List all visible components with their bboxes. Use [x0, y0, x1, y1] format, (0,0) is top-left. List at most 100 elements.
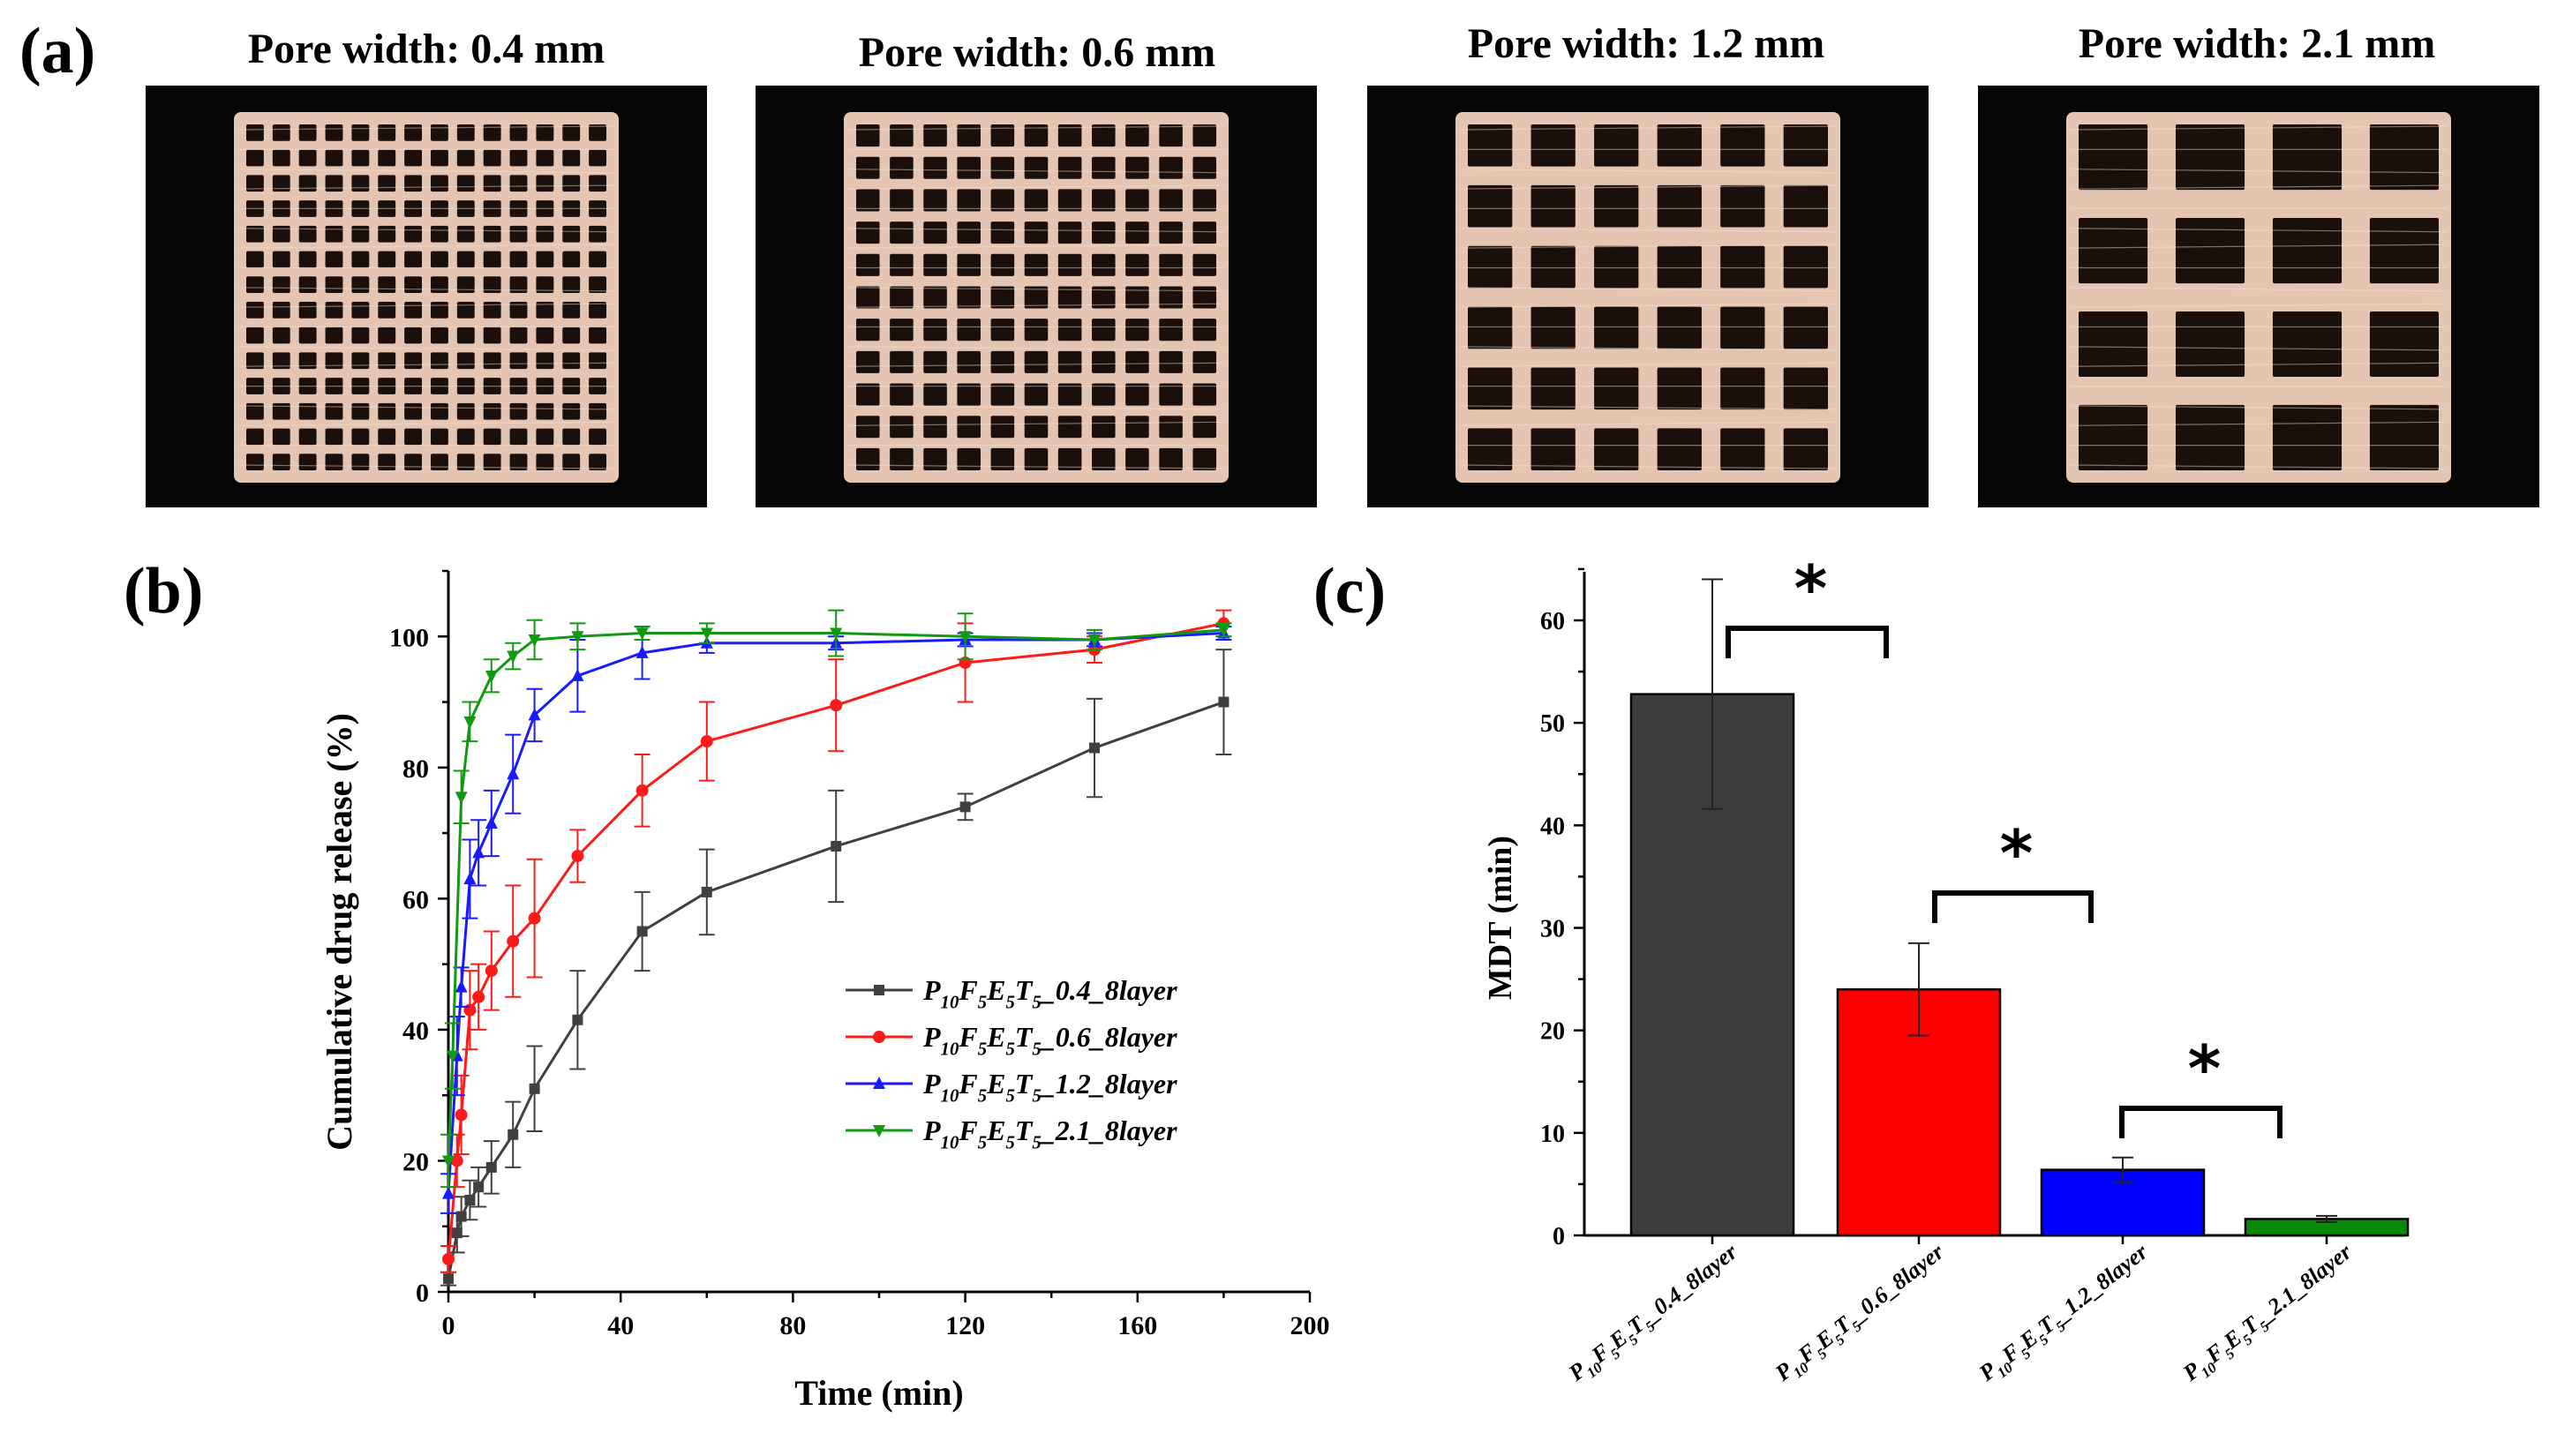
scaffold-pore: [923, 124, 947, 147]
scaffold-pore: [1192, 416, 1216, 439]
scaffold-pore: [456, 225, 475, 243]
legend: P10F5E5T5_0.4_8layer P10F5E5T5_0.6_8layer…: [846, 974, 1177, 1153]
scaffold-pore: [990, 253, 1015, 276]
scaffold-pore: [1057, 350, 1082, 373]
scaffold-pore: [1125, 447, 1149, 470]
category-label-1: P10F5E5T5_0.4_8layer: [1563, 1238, 1746, 1390]
scaffold-pore: [1192, 286, 1216, 309]
scaffold-pore: [589, 200, 606, 217]
scaffold-pore: [325, 352, 343, 370]
scaffold-pore: [404, 149, 422, 167]
scaffold-pore: [856, 124, 880, 147]
scaffold-pore: [483, 251, 501, 268]
scaffold-pore: [1057, 253, 1082, 276]
scaffold-pore: [272, 175, 290, 192]
scaffold-pore: [1024, 253, 1049, 276]
data-point: [635, 784, 649, 797]
series-2: [440, 609, 1232, 1273]
scaffold-pore: [2272, 404, 2343, 470]
scaffold-pore: [1092, 383, 1116, 406]
x-axis-label: Time (min): [794, 1373, 963, 1413]
scaffold-fibre: [237, 244, 615, 249]
scaffold-pore: [1530, 306, 1576, 349]
scaffold-photo-3: [1367, 86, 1929, 507]
data-point: [1088, 634, 1101, 647]
data-point: [1217, 617, 1230, 630]
scaffold-pore: [1159, 350, 1183, 373]
scaffold-photo-2: [756, 86, 1317, 507]
scaffold-pore: [483, 200, 501, 217]
scaffold-pore: [456, 124, 475, 141]
scaffold-pore: [509, 454, 528, 470]
scaffold-pore: [1159, 383, 1183, 406]
data-point: [635, 645, 649, 658]
scaffold-pore: [990, 221, 1015, 244]
scaffold-pore: [378, 326, 396, 344]
scaffold-pore: [246, 124, 264, 141]
scaffold-fibre: [847, 421, 1225, 426]
scaffold-fibre: [1459, 362, 1837, 367]
scaffold-pore: [456, 428, 475, 446]
scaffold-pore: [1125, 350, 1149, 373]
scaffold-pore: [562, 200, 581, 217]
data-point: [701, 886, 712, 897]
scaffold-pore: [404, 326, 422, 344]
scaffold-pore: [431, 276, 448, 293]
data-point: [959, 631, 972, 644]
scaffold-pore: [562, 302, 581, 319]
data-point: [1089, 742, 1100, 754]
scaffold-pore: [298, 428, 317, 446]
scaffold-pore: [1024, 221, 1049, 244]
data-point: [451, 1227, 463, 1239]
legend-marker: [873, 1077, 885, 1089]
scaffold-pore: [431, 302, 448, 319]
data-point: [463, 716, 477, 729]
scaffold-fibre: [237, 405, 615, 410]
scaffold-pore: [562, 175, 581, 192]
scaffold-pore: [509, 225, 528, 243]
scaffold-pore: [562, 378, 581, 394]
scaffold-pore: [351, 175, 370, 192]
scaffold-pore: [272, 402, 290, 420]
scaffold-pore: [1159, 416, 1183, 439]
data-point: [446, 1050, 459, 1063]
category-label-2: P10F5E5T5_0.6_8layer: [1770, 1238, 1952, 1390]
scaffold-pore: [1057, 416, 1082, 439]
scaffold-pore: [1468, 245, 1513, 289]
scaffold-pore: [1192, 189, 1216, 212]
data-point: [830, 627, 843, 641]
scaffold-fibre: [2070, 346, 2448, 351]
scaffold-pore: [589, 225, 606, 243]
scaffold-pore: [1720, 245, 1765, 289]
data-point: [485, 964, 498, 978]
scaffold-fibre: [1459, 287, 1837, 292]
scaffold-pore: [325, 225, 343, 243]
scaffold-pore: [536, 352, 554, 370]
y-tick-label: 0: [416, 1279, 429, 1308]
scaffold-pore: [957, 319, 981, 341]
scaffold-fibre: [847, 228, 1225, 233]
scaffold-pad: [234, 112, 619, 483]
scaffold-pore: [1159, 447, 1183, 470]
scaffold-fibre: [2070, 184, 2448, 190]
scaffold-pore: [456, 326, 475, 344]
scaffold-pore: [536, 124, 554, 141]
scaffold-pore: [1159, 189, 1183, 212]
scaffold-pore: [378, 454, 396, 470]
scaffold-pore: [990, 124, 1015, 147]
scaffold-pore: [272, 378, 290, 394]
scaffold-pore: [1594, 306, 1639, 349]
scaffold-pore: [1594, 184, 1639, 228]
scaffold-pore: [509, 352, 528, 370]
scaffold-pore: [923, 319, 947, 341]
scaffold-pore: [2079, 311, 2148, 378]
scaffold-pore: [589, 326, 606, 344]
scaffold-pore: [957, 221, 981, 244]
scaffold-fibre: [1459, 303, 1837, 308]
scaffold-pore: [856, 221, 880, 244]
scaffold-pore: [431, 225, 448, 243]
scaffold-fibre: [2070, 405, 2448, 410]
data-point: [529, 1083, 540, 1094]
scaffold-pore: [483, 454, 501, 470]
scaffold-pore: [272, 149, 290, 167]
